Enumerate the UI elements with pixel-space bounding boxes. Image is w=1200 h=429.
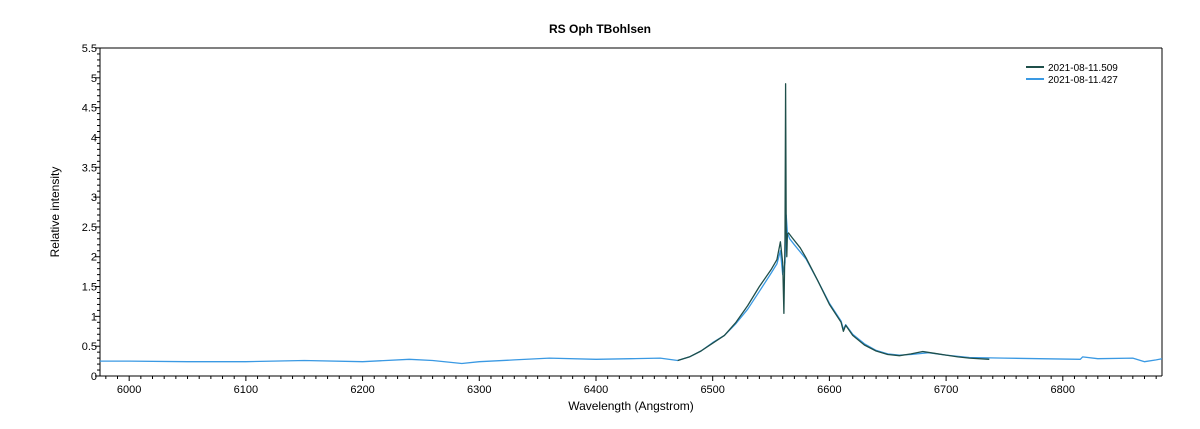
x-tick-label: 6500 (700, 384, 724, 396)
y-tick-label: 5.5 (82, 43, 97, 55)
y-tick-label: 3 (91, 192, 97, 204)
y-axis-label: Relative intensity (48, 167, 62, 258)
y-tick-label: 1 (91, 311, 97, 323)
y-tick-label: 1.5 (82, 282, 97, 294)
chart-title: RS Oph TBohlsen (549, 22, 651, 36)
x-tick-label: 6100 (234, 384, 258, 396)
x-axis-label: Wavelength (Angstrom) (568, 399, 694, 413)
y-tick-label: 4 (91, 132, 97, 144)
x-tick-label: 6600 (817, 384, 841, 396)
x-tick-label: 6700 (934, 384, 958, 396)
legend-label-series-2: 2021-08-11.427 (1048, 75, 1118, 86)
legend: 2021-08-11.509 2021-08-11.427 (1026, 63, 1118, 86)
x-axis-ticks: 6000 6100 6200 6300 6400 6500 6600 6700 6800 (105, 376, 1157, 396)
y-tick-label: 3.5 (82, 162, 97, 174)
y-tick-label: 2 (91, 252, 97, 264)
x-tick-label: 6400 (584, 384, 608, 396)
series-line-1 (677, 83, 990, 362)
x-tick-label: 6800 (1051, 384, 1075, 396)
y-tick-label: 0 (91, 371, 97, 383)
y-tick-label: 5 (91, 73, 97, 85)
x-tick-label: 6000 (117, 384, 141, 396)
series-layer (100, 83, 1163, 365)
y-axis-ticks: 0 0.5 1 1.5 2 2.5 3 3.5 4 4.5 5 5.5 (82, 43, 100, 383)
y-tick-label: 2.5 (82, 222, 97, 234)
y-tick-label: 4.5 (82, 103, 97, 115)
legend-label-series-1: 2021-08-11.509 (1048, 63, 1118, 74)
x-tick-label: 6300 (467, 384, 491, 396)
y-tick-label: 0.5 (82, 341, 97, 353)
x-tick-label: 6200 (350, 384, 374, 396)
